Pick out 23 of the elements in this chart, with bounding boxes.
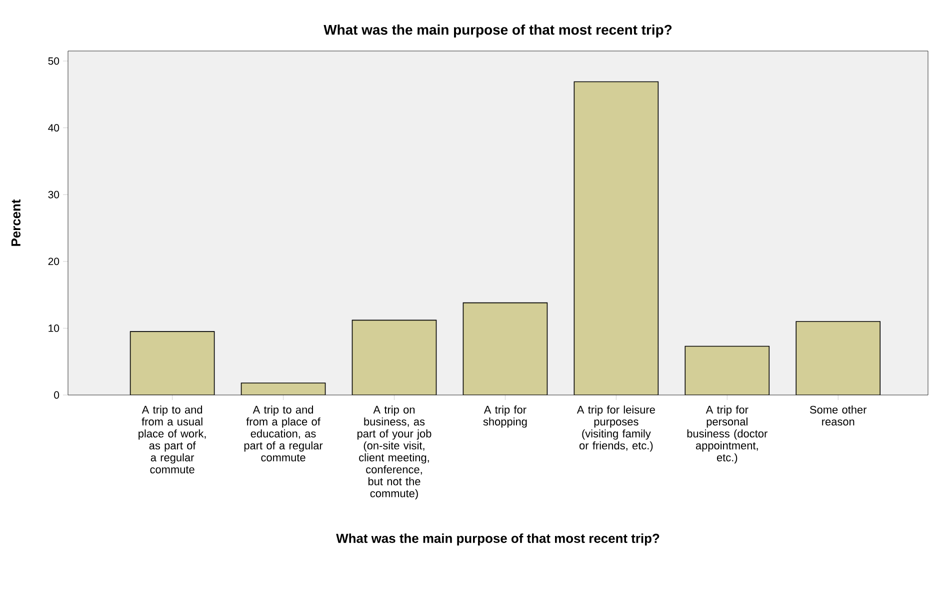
x-axis-title: What was the main purpose of that most recent trip?: [336, 533, 660, 546]
y-axis-title: Percent: [11, 199, 20, 246]
chart-title: What was the main purpose of that most recent trip?: [324, 24, 672, 38]
bar: [463, 302, 548, 395]
y-tick-label: 50: [48, 57, 60, 65]
x-tick-label: A trip to and from a usual place of work, as part of a regular commute: [138, 406, 206, 474]
bar: [574, 82, 658, 395]
y-tick-label: 0: [54, 391, 60, 399]
x-tick-label: Some other reason: [810, 406, 867, 426]
bar: [685, 346, 770, 395]
bar: [130, 332, 214, 395]
bar: [796, 321, 881, 395]
x-tick-label: A trip for shopping: [483, 406, 527, 428]
x-tick-label: A trip for personal business (doctor appointment, etc.): [687, 406, 768, 464]
y-tick-label: 10: [48, 324, 60, 332]
x-tick-label: A trip to and from a place of education, as part of a regular commute: [244, 406, 323, 462]
bar: [352, 320, 436, 395]
y-tick-label: 40: [48, 124, 60, 132]
y-tick-label: 20: [48, 258, 60, 266]
y-tick-label: 30: [48, 190, 60, 198]
x-tick-label: A trip for leisure purposes (visiting family or friends, etc.): [576, 406, 655, 452]
bar: [241, 382, 326, 395]
x-tick-label: A trip on business, as part of your job (on-site visit, client meeting, conference, but not the commute): [357, 406, 432, 500]
